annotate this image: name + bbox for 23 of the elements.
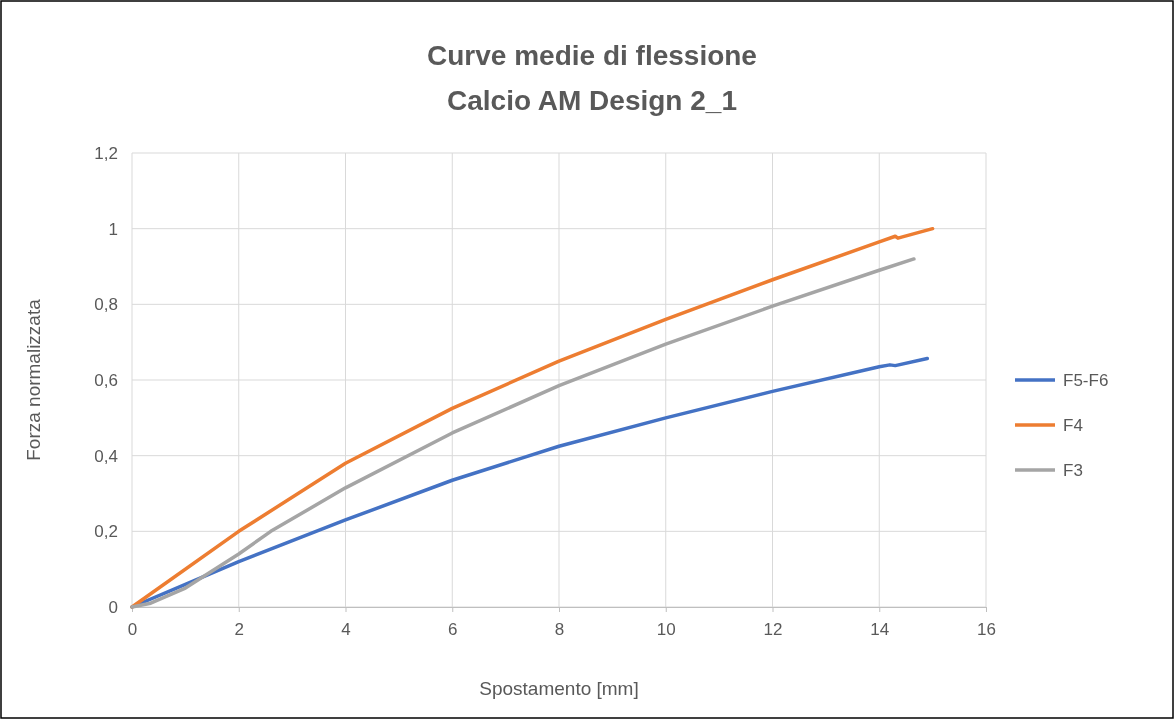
x-tick-label: 14 xyxy=(870,620,890,640)
x-tick-label: 12 xyxy=(763,620,783,640)
y-tick-label: 1,2 xyxy=(94,143,118,163)
y-tick-label: 0,6 xyxy=(94,370,118,390)
x-tick-label: 0 xyxy=(127,620,138,640)
x-tick-label: 2 xyxy=(234,620,244,640)
legend-label: F5-F6 xyxy=(1063,370,1109,390)
y-tick-label: 0,2 xyxy=(94,522,118,542)
x-tick-label: 4 xyxy=(341,620,351,640)
y-tick-label: 1 xyxy=(108,219,118,239)
y-tick-label: 0 xyxy=(108,597,118,617)
x-tick-label: 8 xyxy=(554,620,565,640)
x-tick-label: 10 xyxy=(656,620,676,640)
x-tick-label: 6 xyxy=(448,620,458,640)
legend-label: F3 xyxy=(1063,460,1083,480)
chart-subtitle: Calcio AM Design 2_1 xyxy=(447,85,737,116)
y-axis-title: Forza normalizzata xyxy=(23,298,44,461)
x-tick-label: 16 xyxy=(977,620,996,640)
chart-title: Curve medie di flessione xyxy=(427,40,757,71)
legend-label: F4 xyxy=(1063,415,1083,435)
x-axis-title: Spostamento [mm] xyxy=(479,678,639,699)
y-tick-label: 0,8 xyxy=(94,295,118,315)
y-tick-label: 0,4 xyxy=(94,446,118,466)
